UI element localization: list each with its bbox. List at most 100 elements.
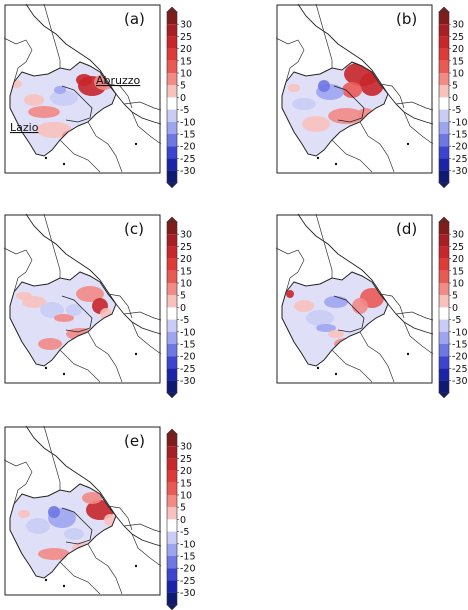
admin-border — [87, 121, 123, 173]
colorbar-segment — [439, 344, 449, 357]
anomaly-patch — [316, 324, 336, 332]
colorbar-segment — [167, 331, 177, 344]
region-boundary — [281, 271, 389, 367]
colorbar-segment — [167, 85, 177, 98]
colorbar-segment — [167, 531, 177, 544]
admin-border — [395, 311, 434, 321]
island — [134, 352, 138, 356]
colorbar-tick-label: -15 — [180, 340, 196, 351]
panel-label-b: (b) — [396, 10, 417, 28]
colorbar-segment — [167, 158, 177, 171]
inner-boundary — [61, 295, 93, 333]
colorbar-tick-label: -15 — [452, 340, 468, 351]
colorbar-tick-label: -30 — [180, 166, 196, 177]
colorbar-top-arrow — [438, 216, 450, 223]
colorbar-tick-label: -15 — [180, 552, 196, 563]
colorbar-top-arrow — [166, 6, 178, 13]
colorbar-tick-label: -20 — [180, 352, 196, 363]
colorbar-segment — [439, 270, 449, 283]
colorbar-segment — [167, 446, 177, 459]
admin-border — [59, 349, 101, 383]
inner-boundary — [61, 85, 93, 123]
colorbar-segment — [439, 246, 449, 259]
colorbar-tick-label: -25 — [180, 364, 196, 375]
colorbar-segment — [167, 12, 177, 25]
region-label-abruzzo: Abruzzo — [96, 74, 141, 87]
colorbar-segment — [167, 580, 177, 593]
inner-boundary — [333, 295, 365, 333]
colorbar-segment — [439, 97, 449, 110]
colorbar-tick-label: 25 — [180, 32, 192, 43]
anomaly-patch — [54, 86, 66, 94]
admin-border — [123, 523, 162, 533]
colorbar-segment — [167, 470, 177, 483]
colorbar-segment — [439, 60, 449, 73]
colorbar-bottom-arrow — [438, 392, 450, 399]
coastline — [25, 213, 162, 335]
anomaly-patch — [28, 106, 60, 118]
colorbar-segment — [439, 48, 449, 61]
island — [316, 156, 320, 160]
anomaly-patch — [54, 314, 74, 322]
admin-border — [395, 101, 434, 111]
colorbar-tick-label: -5 — [452, 105, 461, 116]
admin-border — [403, 321, 434, 355]
colorbar-tick-label: 10 — [180, 69, 192, 80]
anomaly-patch — [288, 84, 300, 92]
colorbar-tick-label: -25 — [180, 154, 196, 165]
colorbar-segment — [167, 519, 177, 532]
anomaly-patch — [324, 296, 348, 308]
colorbar-segment — [167, 146, 177, 159]
anomaly-patch — [294, 300, 314, 312]
island — [334, 162, 338, 166]
anomaly-patch — [40, 302, 64, 318]
admin-border — [379, 293, 405, 319]
colorbar-tick-label: 30 — [180, 230, 192, 241]
island — [334, 372, 338, 376]
anomaly-patch — [38, 548, 70, 560]
colorbar-segment — [167, 307, 177, 320]
admin-border — [131, 321, 162, 355]
colorbar-tick-label: 20 — [180, 44, 192, 55]
colorbar-segment — [167, 109, 177, 122]
colorbar-tick-label: 15 — [180, 56, 192, 67]
anomaly-patch — [286, 290, 294, 298]
admin-border — [331, 349, 373, 383]
anomaly-patch — [24, 94, 44, 106]
region-boundary — [9, 61, 117, 157]
colorbar-segment — [439, 73, 449, 86]
admin-border — [87, 331, 123, 383]
coastline — [297, 3, 434, 125]
anomaly-patch — [306, 310, 334, 326]
colorbar-segment — [439, 319, 449, 332]
admin-border — [275, 37, 305, 83]
island — [62, 162, 66, 166]
colorbar-tick-label: -20 — [452, 352, 468, 363]
admin-border — [3, 459, 33, 505]
colorbar-segment — [167, 356, 177, 369]
colorbar-segment — [439, 295, 449, 308]
region-boundary — [281, 61, 389, 157]
admin-border — [131, 533, 162, 567]
colorbar-tick-label: -10 — [452, 327, 468, 338]
panel-c: (c) 30 25 20 15 10 5 0 -5 -10 -15 -20 -25 -30 — [3, 213, 204, 399]
anomaly-patch — [76, 286, 104, 302]
colorbar-segment — [439, 356, 449, 369]
island — [316, 366, 320, 370]
admin-border — [43, 425, 61, 490]
admin-border — [331, 139, 373, 173]
colorbar-segment — [439, 24, 449, 37]
colorbar-segment — [439, 85, 449, 98]
colorbar-segment — [167, 380, 177, 393]
colorbar-tick-label: -10 — [180, 117, 196, 128]
colorbar-tick-label: 15 — [180, 266, 192, 277]
map-panel-a: (a) Abruzzo Lazio 302520151050-5-10-15-2… — [3, 3, 196, 189]
anomaly-patch — [64, 528, 84, 540]
colorbar-tick-label: 30 — [180, 442, 192, 453]
island — [406, 142, 410, 146]
colorbar-segment — [439, 380, 449, 393]
colorbar-tick-label: 15 — [180, 478, 192, 489]
